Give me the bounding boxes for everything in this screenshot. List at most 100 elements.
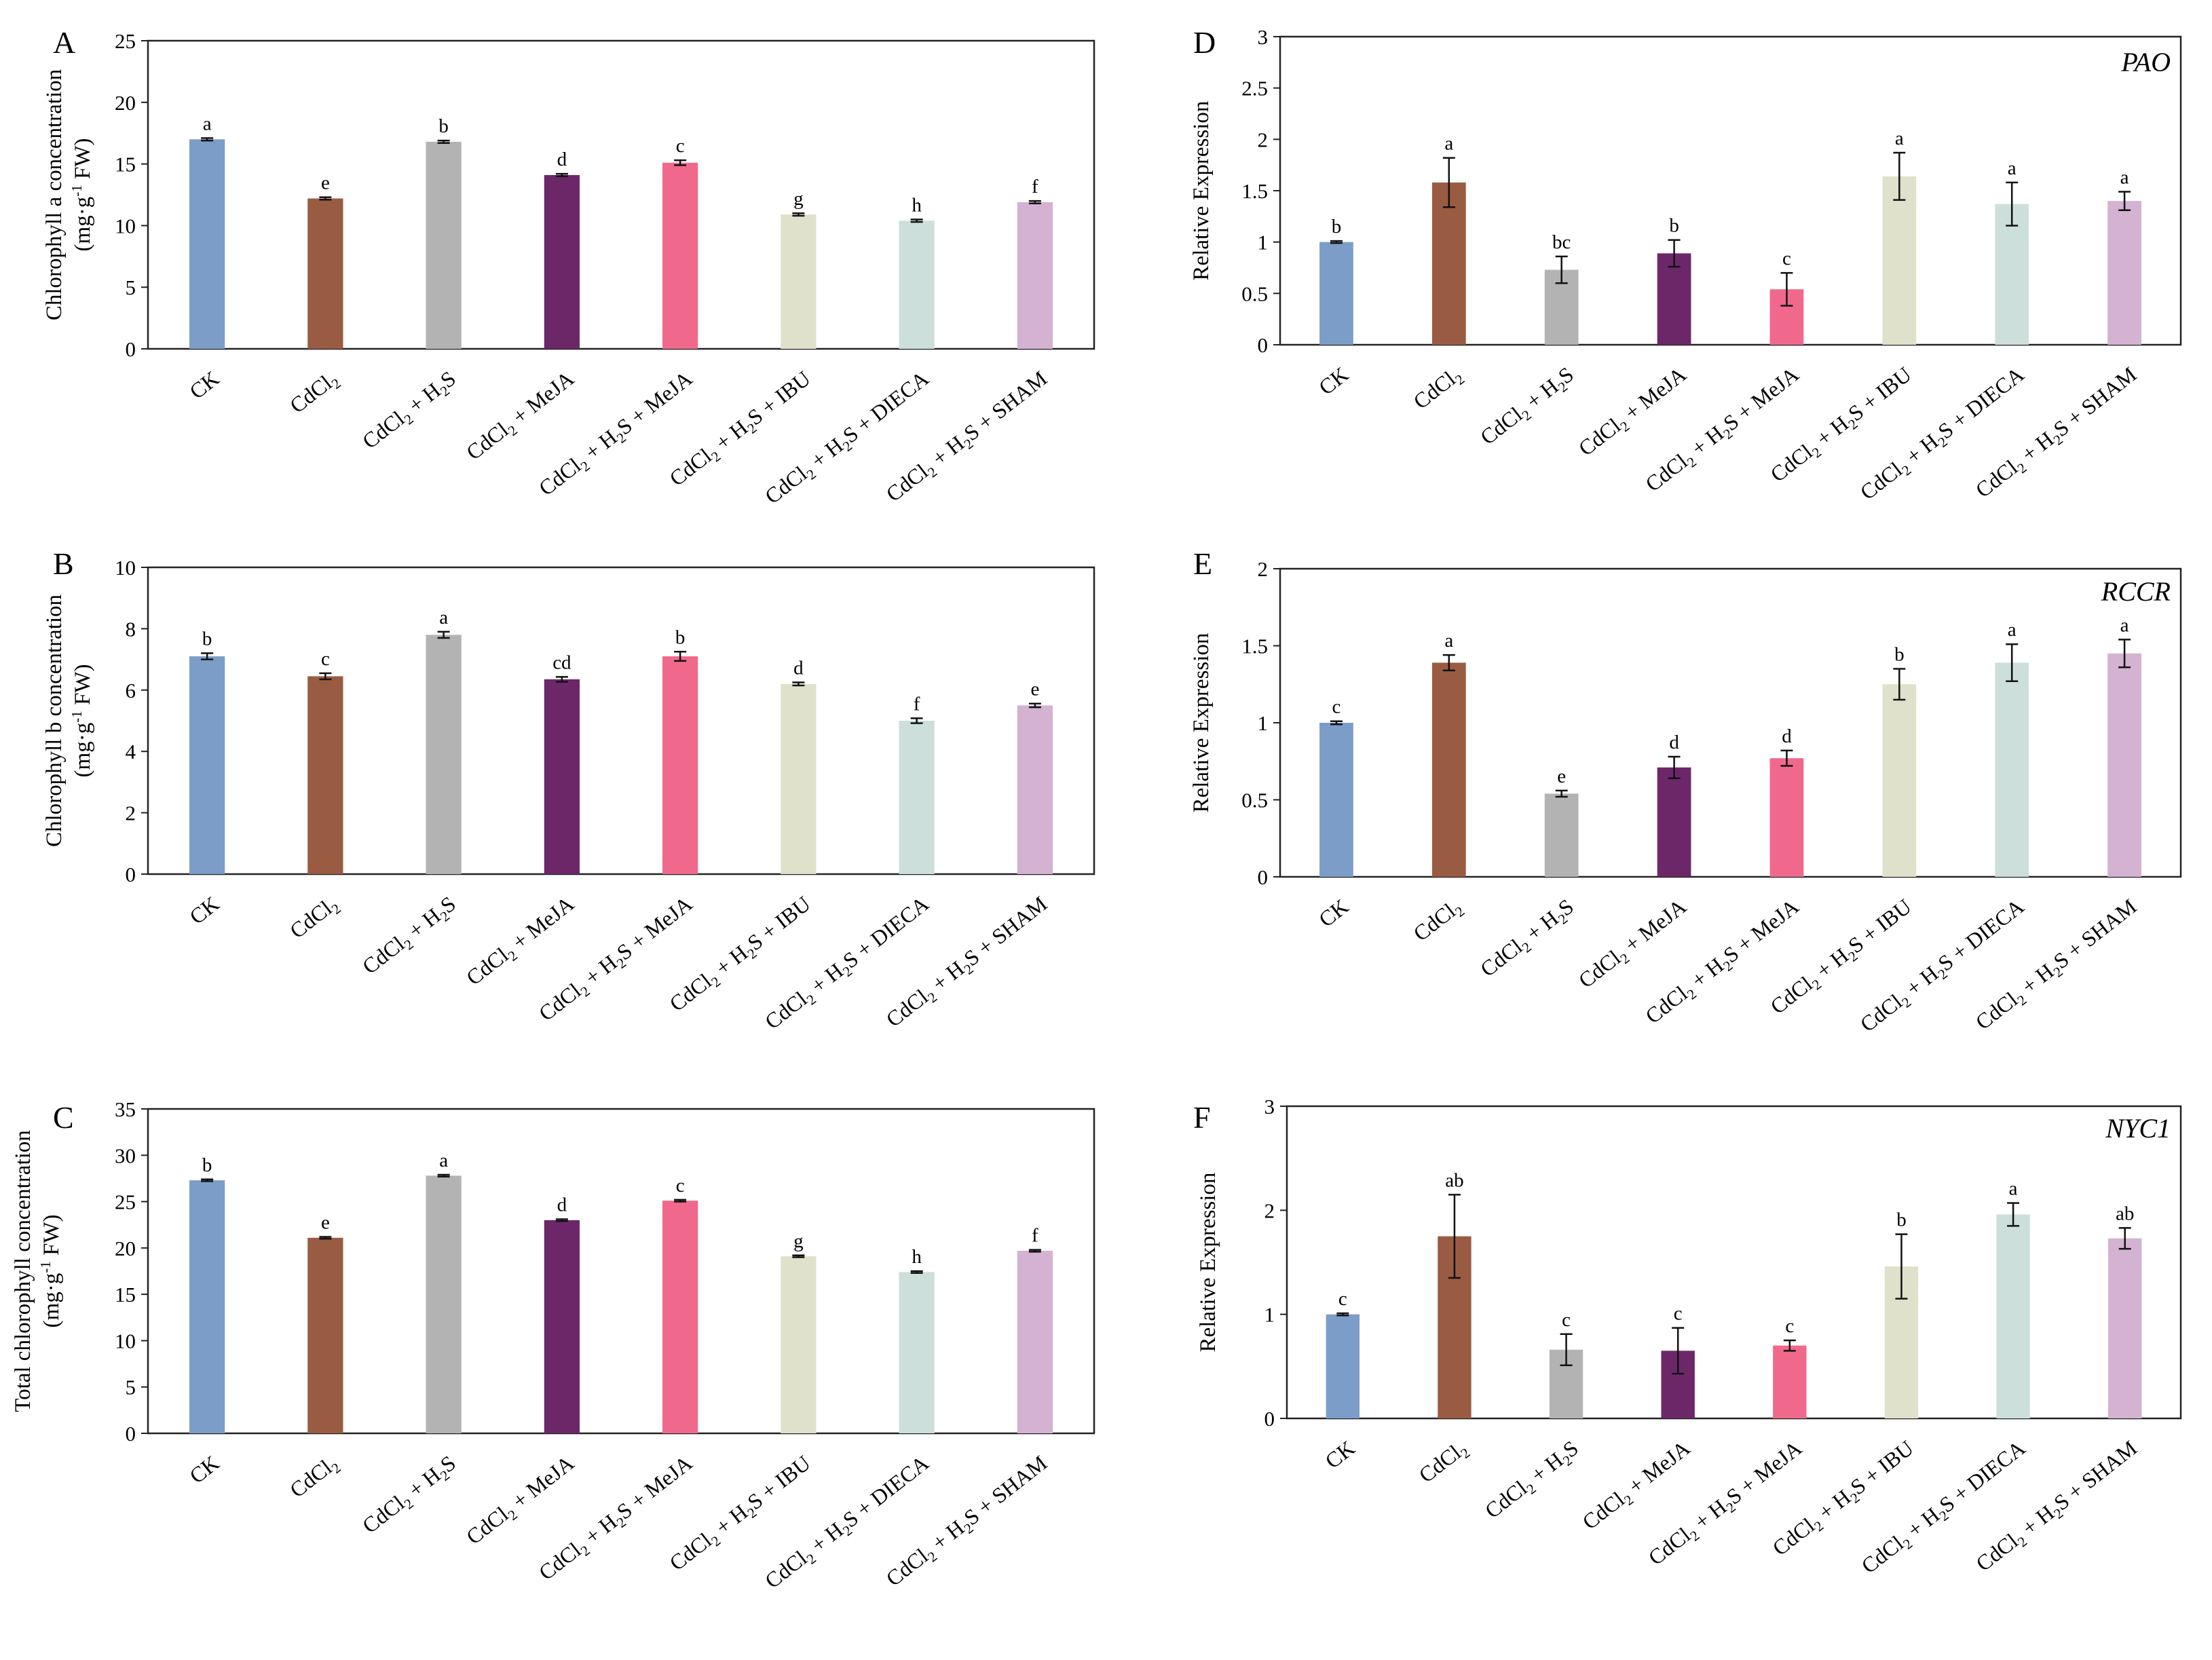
bar-d-5	[1882, 176, 1917, 345]
x-tick-label-1: CdCl2	[285, 366, 344, 420]
bar-b-5	[781, 683, 817, 874]
bar-a-0	[189, 139, 225, 349]
x-tick-label-3: CdCl2 + MeJA	[1574, 894, 1693, 995]
bar-e-2	[1544, 793, 1579, 877]
significance-letter: cd	[552, 652, 571, 673]
significance-letter: a	[2008, 157, 2017, 179]
bar-e-0	[1319, 723, 1353, 877]
significance-letter: g	[793, 188, 804, 210]
y-tick-label-6: 3	[1258, 25, 1269, 49]
significance-letter: h	[912, 194, 922, 216]
x-tick-label-3: CdCl2 + MeJA	[462, 366, 580, 467]
bar-c-2	[426, 1175, 462, 1433]
y-tick-label-3: 15	[115, 1283, 136, 1306]
significance-letter: c	[1562, 1309, 1571, 1331]
significance-letter: b	[1332, 216, 1342, 238]
y-tick-label-3: 1.5	[1241, 635, 1268, 658]
significance-letter: b	[202, 628, 212, 650]
x-tick-label-1: CdCl2	[1408, 362, 1467, 416]
gene-name: PAO	[2120, 47, 2171, 77]
bar-e-4	[1769, 758, 1804, 877]
x-tick-label-1: CdCl2	[285, 891, 344, 945]
plot-frame	[147, 1108, 1095, 1435]
chart-panel-b: B 0 2 4 6 8 10 Chlorophyll b concentration (mg·g…	[42, 546, 1095, 1034]
significance-letter: a	[1895, 128, 1904, 149]
y-tick-label-2: 1	[1258, 231, 1269, 254]
bar-b-0	[189, 656, 225, 874]
y-tick-label-2: 4	[126, 740, 136, 763]
panel-letter: E	[1193, 546, 1212, 581]
plot-frame	[147, 566, 1095, 875]
significance-letter: d	[1669, 732, 1679, 753]
significance-letter: e	[321, 172, 330, 194]
bar-a-5	[781, 214, 817, 349]
y-tick-label-5: 10	[115, 556, 136, 580]
significance-letter: b	[202, 1154, 212, 1176]
bar-d-7	[2107, 201, 2141, 345]
plot-frame	[1279, 35, 2182, 346]
bar-e-1	[1431, 662, 1466, 877]
significance-letter: g	[793, 1230, 804, 1252]
significance-letter: b	[1894, 644, 1905, 666]
plot-frame	[147, 39, 1095, 350]
y-tick-label-1: 0.5	[1241, 789, 1268, 812]
panel-letter: D	[1193, 25, 1216, 60]
y-tick-label-2: 2	[1264, 1199, 1275, 1222]
x-tick-label-0: CK	[185, 891, 223, 929]
x-tick-label-2: CdCl2 + H2S	[358, 366, 462, 456]
x-tick-label-2: CdCl2 + H2S	[1476, 894, 1580, 984]
significance-letter: b	[675, 626, 686, 648]
bar-d-3	[1657, 253, 1691, 345]
bar-c-3	[544, 1220, 580, 1433]
significance-letter: c	[676, 135, 685, 157]
significance-letter: e	[1030, 679, 1039, 700]
x-tick-label-3: CdCl2 + MeJA	[1577, 1435, 1696, 1536]
significance-letter: e	[321, 1211, 330, 1233]
x-tick-label-2: CdCl2 + H2S	[1480, 1435, 1585, 1526]
y-tick-label-3: 15	[115, 153, 136, 176]
significance-letter: f	[1032, 1225, 1038, 1247]
chart-panel-a: A 0 5 10 15 20 25 Chlorophyll a concentration (m…	[42, 25, 1095, 508]
x-tick-label-2: CdCl2 + H2S	[1476, 362, 1580, 452]
y-tick-label-6: 30	[115, 1144, 136, 1167]
y-tick-label-5: 25	[115, 29, 136, 53]
bar-b-4	[662, 656, 698, 874]
bar-b-1	[307, 676, 343, 874]
plot-frame	[1279, 567, 2182, 878]
bar-c-5	[781, 1256, 817, 1433]
panel-letter: C	[53, 1100, 74, 1135]
significance-letter: d	[557, 149, 567, 170]
significance-letter: b	[1896, 1209, 1907, 1231]
x-tick-label-0: CK	[185, 366, 223, 404]
y-axis-title: Chlorophyll a concentration (mg·g-1 FW)	[42, 69, 95, 320]
bar-a-7	[1017, 202, 1053, 349]
significance-letter: c	[1674, 1303, 1683, 1325]
y-axis-title: Relative Expression	[1196, 1173, 1220, 1353]
bar-a-2	[426, 141, 462, 350]
y-tick-label-4: 20	[115, 91, 136, 115]
y-tick-label-1: 5	[126, 1376, 136, 1399]
bar-f-6	[1996, 1214, 2030, 1418]
bar-c-4	[662, 1201, 698, 1433]
bar-c-0	[189, 1180, 225, 1433]
bar-d-1	[1431, 182, 1466, 345]
significance-letter: a	[439, 607, 448, 628]
y-axis-title: Relative Expression	[1189, 633, 1214, 813]
chart-panel-c: C 0 5 10 15 20 25 30 35 Total chlorophyll concent…	[11, 1097, 1095, 1593]
bar-a-3	[544, 174, 580, 349]
significance-letter: a	[2008, 619, 2017, 641]
significance-letter: a	[1444, 630, 1453, 652]
y-tick-label-4: 2	[1258, 557, 1269, 581]
y-tick-label-2: 1	[1258, 711, 1269, 735]
significance-letter: c	[1332, 696, 1341, 718]
y-tick-label-5: 2.5	[1241, 77, 1268, 100]
significance-letter: f	[1032, 176, 1038, 197]
y-tick-label-3: 3	[1264, 1095, 1275, 1118]
significance-letter: h	[912, 1246, 922, 1268]
y-axis-title: Relative Expression	[1189, 101, 1214, 281]
bar-f-7	[2107, 1238, 2142, 1418]
chart-panel-e: E RCCR 0 0.5 1 1.5 2 Relative Expression c CK a CdC…	[1189, 546, 2182, 1036]
bar-b-7	[1017, 705, 1053, 874]
y-tick-label-0: 0	[126, 863, 136, 886]
